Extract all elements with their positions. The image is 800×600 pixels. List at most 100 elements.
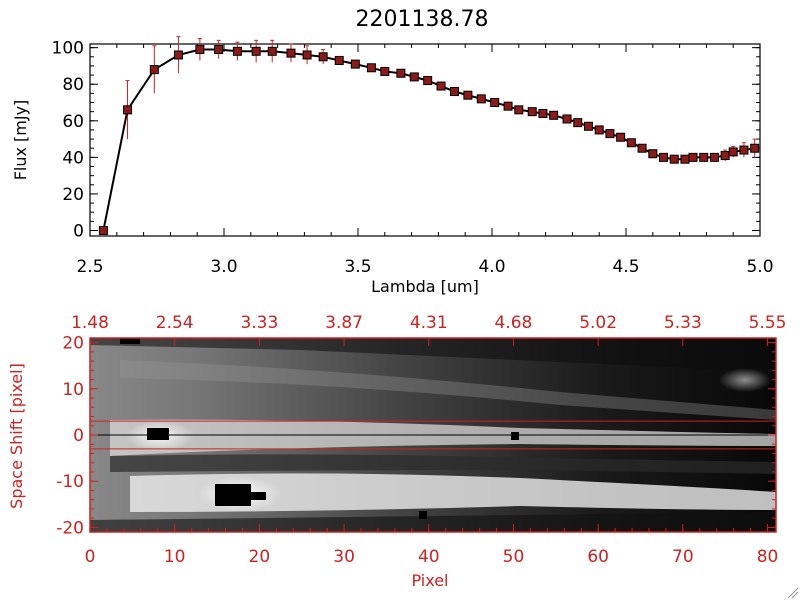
heatmap-y-tick-label: 0 bbox=[73, 426, 84, 446]
heatmap-x-axis-label: Pixel bbox=[411, 571, 448, 590]
spectrum-data-point bbox=[267, 46, 277, 56]
spectrum-x-ticks: 2.5 3.0 3.5 4.0 4.5 5.0 bbox=[76, 44, 774, 277]
spectrum-data-point bbox=[149, 65, 159, 75]
spectrum-y-tick-label: 80 bbox=[62, 75, 84, 95]
spectrum-data-point bbox=[436, 81, 446, 91]
spectrum-x-tick-label: 3.0 bbox=[210, 257, 237, 277]
spectrum-x-tick-label: 3.5 bbox=[344, 257, 371, 277]
spectrum-y-tick-label: 100 bbox=[52, 39, 84, 59]
heatmap-y-tick-label: 10 bbox=[62, 380, 84, 400]
spectrum-data-point bbox=[699, 152, 709, 162]
spectrum-markers bbox=[98, 44, 760, 236]
spectrum-data-point bbox=[449, 87, 459, 97]
spectrum-data-point bbox=[409, 72, 419, 82]
spectrum-data-point bbox=[286, 48, 296, 58]
spectrum-data-point bbox=[669, 154, 679, 164]
heatmap-y-tick-label: 20 bbox=[62, 334, 84, 354]
spectrum-data-point bbox=[538, 108, 548, 118]
spectrum-data-point bbox=[366, 63, 376, 73]
heatmap-x-ticks: 0 10 20 30 40 50 60 70 80 bbox=[85, 524, 779, 567]
spectrum-data-point bbox=[728, 147, 738, 157]
spectrum-data-point bbox=[195, 44, 205, 54]
heatmap-y-ticks: -20 -10 0 10 20 bbox=[56, 334, 776, 538]
heatmap-x-tick-label: 60 bbox=[587, 547, 609, 567]
spectrum-data-point bbox=[573, 118, 583, 128]
heatmap-x-tick-label: 80 bbox=[757, 547, 779, 567]
heatmap-x-tick-label: 20 bbox=[249, 547, 271, 567]
spectrum-data-point bbox=[123, 105, 133, 115]
spectrum-x-axis-label: Lambda [um] bbox=[371, 277, 479, 296]
spectrum-data-point bbox=[503, 101, 513, 111]
spectrum-plot: 2201138.78 2.5 3.0 3.5 4.0 4.5 5.0 0 20 40 60 80 1… bbox=[11, 7, 774, 296]
heatmap-top-tick-label: 5.55 bbox=[749, 313, 787, 333]
heatmap-top-tick-label: 3.33 bbox=[240, 313, 278, 333]
spectrum-y-axis-label: Flux [mJy] bbox=[11, 100, 30, 181]
spectrum-y-tick-label: 0 bbox=[73, 222, 84, 242]
spectrum-data-point bbox=[232, 46, 242, 56]
spectrum-data-point bbox=[594, 125, 604, 135]
heatmap-x-tick-label: 40 bbox=[418, 547, 440, 567]
spectrum-x-tick-label: 2.5 bbox=[76, 257, 103, 277]
heatmap-y-axis-label: Space Shift [pixel] bbox=[7, 363, 26, 509]
heatmap-top-wavelength-ticks: 1.48 2.54 3.33 3.87 4.31 4.68 5.02 5.33 5.55 bbox=[71, 313, 786, 346]
spectrum-data-point bbox=[98, 226, 108, 236]
spectrum-data-point bbox=[680, 154, 690, 164]
heatmap-x-tick-label: 50 bbox=[503, 547, 525, 567]
spectrum-data-point bbox=[709, 152, 719, 162]
spectrum-data-point bbox=[688, 152, 698, 162]
spectrum-data-point bbox=[214, 44, 224, 54]
spectrum-data-point bbox=[251, 46, 261, 56]
spectrum-data-point bbox=[637, 143, 647, 153]
spectrum-x-tick-label: 4.0 bbox=[478, 257, 505, 277]
heatmap-top-tick-label: 1.48 bbox=[71, 313, 109, 333]
spectrum-data-point bbox=[302, 50, 312, 60]
spectrum-data-point bbox=[605, 129, 615, 139]
heatmap-top-tick-label: 4.31 bbox=[410, 313, 448, 333]
spatial-heatmap-plot: 0 10 20 30 40 50 60 70 80 -20 -10 0 10 20 1.48 2.54 3.… bbox=[7, 313, 786, 590]
heatmap-top-tick-label: 2.54 bbox=[156, 313, 194, 333]
spectrum-data-point bbox=[173, 50, 183, 60]
spectrum-data-point bbox=[527, 107, 537, 117]
spectrum-data-point bbox=[659, 152, 669, 162]
spectrum-data-point bbox=[396, 68, 406, 78]
heatmap-x-tick-label: 30 bbox=[333, 547, 355, 567]
spectrum-data-point bbox=[350, 59, 360, 69]
heatmap-top-tick-label: 5.02 bbox=[579, 313, 617, 333]
resize-grip-icon[interactable] bbox=[787, 587, 799, 599]
spectrum-data-point bbox=[549, 110, 559, 120]
spectrum-data-point bbox=[318, 52, 328, 62]
spectrum-data-point bbox=[463, 90, 473, 100]
spectrum-data-point bbox=[750, 143, 760, 153]
chart-title: 2201138.78 bbox=[356, 7, 489, 32]
heatmap-top-tick-label: 4.68 bbox=[495, 313, 533, 333]
spectrum-data-point bbox=[490, 98, 500, 108]
spectrum-x-tick-label: 4.5 bbox=[612, 257, 639, 277]
heatmap-y-tick-label: -20 bbox=[56, 518, 84, 538]
spectrum-data-point bbox=[562, 114, 572, 124]
spectrum-data-point bbox=[380, 66, 390, 76]
heatmap-x-tick-label: 70 bbox=[672, 547, 694, 567]
spectrum-data-point bbox=[583, 121, 593, 131]
spectrum-error-bars bbox=[125, 36, 757, 163]
spectrum-y-tick-label: 20 bbox=[62, 185, 84, 205]
spectrum-data-point bbox=[616, 132, 626, 142]
spectrum-plot-frame bbox=[89, 43, 761, 237]
spectrum-data-point bbox=[648, 149, 658, 159]
spectrum-data-point bbox=[626, 138, 636, 148]
spectrum-data-point bbox=[334, 55, 344, 65]
spectrum-y-ticks: 0 20 40 60 80 100 bbox=[52, 39, 760, 242]
heatmap-x-tick-label: 10 bbox=[164, 547, 186, 567]
spectrum-y-tick-label: 60 bbox=[62, 112, 84, 132]
spectrum-data-point bbox=[476, 94, 486, 104]
spectrum-data-point bbox=[720, 151, 730, 161]
spectrum-data-point bbox=[739, 145, 749, 155]
heatmap-top-tick-label: 5.33 bbox=[664, 313, 702, 333]
spectrum-x-tick-label: 5.0 bbox=[746, 257, 773, 277]
spectrum-y-tick-label: 40 bbox=[62, 148, 84, 168]
heatmap-y-tick-label: -10 bbox=[56, 472, 84, 492]
heatmap-x-tick-label: 0 bbox=[85, 547, 96, 567]
heatmap-top-tick-label: 3.87 bbox=[325, 313, 363, 333]
spectrum-data-point bbox=[423, 76, 433, 86]
spectrum-data-point bbox=[514, 105, 524, 115]
